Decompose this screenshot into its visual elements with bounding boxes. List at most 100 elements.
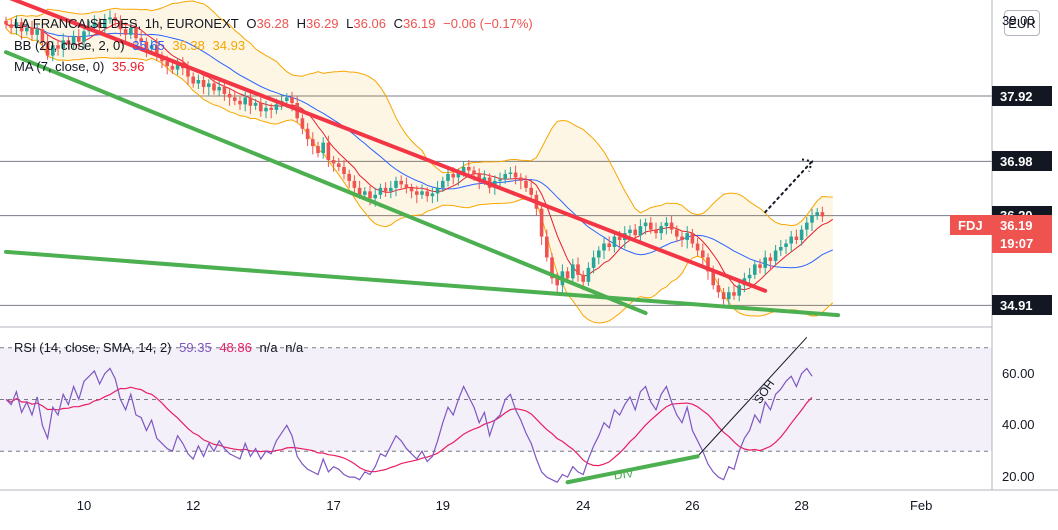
candle-body (706, 257, 710, 272)
candle-body (597, 250, 601, 258)
candle-body (680, 236, 684, 241)
trendlines (4, 0, 840, 318)
candle-body (253, 102, 258, 106)
candles (4, 10, 825, 308)
candle-body (285, 97, 289, 101)
candle-body (747, 274, 752, 279)
candle-body (394, 180, 398, 188)
candle-body (222, 86, 227, 94)
time-tick-0: 10 (76, 498, 92, 513)
candle-body (212, 83, 216, 91)
candle-body (399, 180, 403, 185)
candle-body (30, 27, 34, 35)
rsi-label: RSI (14, close, SMA, 14, 2) (14, 340, 172, 355)
candle-body (711, 271, 715, 286)
candle-body (477, 173, 481, 181)
candle-body (56, 45, 60, 49)
candle-body (305, 128, 310, 140)
candle-body (737, 285, 741, 296)
trendline-green_lower (4, 50, 648, 316)
candle-body (92, 22, 97, 27)
ticker-tag: FDJ (950, 215, 992, 235)
trendline-red_upper (9, 0, 768, 293)
candle-body (659, 226, 663, 234)
candle-body (758, 264, 762, 268)
candle-body (368, 191, 372, 199)
candle-body (389, 187, 393, 192)
candle-body (45, 41, 50, 56)
candle-body (77, 36, 81, 42)
open-label: O (246, 16, 257, 31)
candle-body (97, 22, 102, 28)
time-tick-7: Feb (909, 498, 933, 513)
time-tick-5: 26 (685, 498, 700, 513)
candle-body (773, 250, 778, 261)
candle-body (331, 160, 336, 164)
candle-body (196, 80, 201, 84)
candle-body (404, 184, 409, 188)
rsi-na-2: n/a (285, 340, 304, 355)
currency-button[interactable]: EUR (1004, 10, 1040, 36)
candle-body (638, 226, 643, 236)
rsi-value: 59.35 (179, 340, 212, 355)
candle-body (820, 212, 825, 217)
projection-arrowhead (801, 158, 814, 172)
candle-body (805, 222, 809, 230)
bb-lower-line (5, 28, 834, 324)
candle-body (170, 66, 175, 70)
candle-body (290, 97, 294, 103)
candle-body (669, 222, 674, 230)
legend-rsi[interactable]: RSI (14, close, SMA, 14, 2) 59.35 48.86 … (14, 340, 307, 356)
price-tick-0: 39.00 (1002, 12, 1035, 28)
candle-body (337, 163, 341, 167)
candle-body (545, 236, 549, 258)
candle-body (123, 29, 128, 35)
bb-upper-line (5, 0, 833, 227)
time-tick-1: 12 (185, 498, 201, 513)
candle-body (690, 233, 695, 244)
candle-body (118, 20, 123, 30)
horizontal-levels (0, 95, 992, 306)
candle-body (425, 191, 429, 197)
ma-value: 35.96 (111, 59, 145, 74)
candle-body (768, 257, 773, 261)
candle-body (201, 80, 206, 87)
candle-body (602, 243, 606, 251)
legend-ma[interactable]: MA (7, close, 0) 35.96 (14, 59, 148, 75)
candle-body (175, 62, 180, 70)
level-label-3: 34.91 (992, 295, 1052, 316)
candle-body (207, 83, 211, 87)
candle-body (61, 40, 65, 49)
candle-body (607, 243, 611, 247)
candle-body (446, 173, 450, 181)
candle-body (508, 172, 513, 174)
candle-body (571, 264, 575, 279)
candle-body (695, 243, 700, 251)
trendline-projection (764, 160, 813, 214)
candle-body (149, 45, 154, 49)
candle-body (654, 229, 658, 234)
candle-body (591, 257, 596, 268)
candle-body (19, 22, 24, 32)
candle-body (113, 17, 117, 21)
candle-body (51, 45, 55, 56)
candle-body (664, 222, 669, 227)
bb-label: BB (20, close, 2, 0) (14, 38, 125, 53)
candle-body (269, 107, 273, 110)
candle-body (612, 236, 617, 247)
legend-bb[interactable]: BB (20, close, 2, 0) 35.65 36.38 34.93 (14, 38, 249, 54)
rsi-tick-1: 40.00 (1002, 417, 1035, 433)
bb-lower-value: 34.93 (212, 38, 246, 53)
candle-body (40, 29, 45, 42)
candle-body (633, 229, 637, 236)
last-price-tag: 36.19 (992, 215, 1052, 235)
legend-main: LA FRANCAISE DES, 1h, EURONEXT O36.28 H3… (14, 16, 537, 32)
candle-body (25, 27, 29, 32)
candle-body (753, 264, 757, 275)
level-label-0: 37.92 (992, 86, 1052, 106)
candle-body (524, 180, 528, 188)
time-tick-2: 17 (326, 498, 341, 513)
candle-body (503, 173, 507, 180)
candle-body (482, 177, 487, 181)
